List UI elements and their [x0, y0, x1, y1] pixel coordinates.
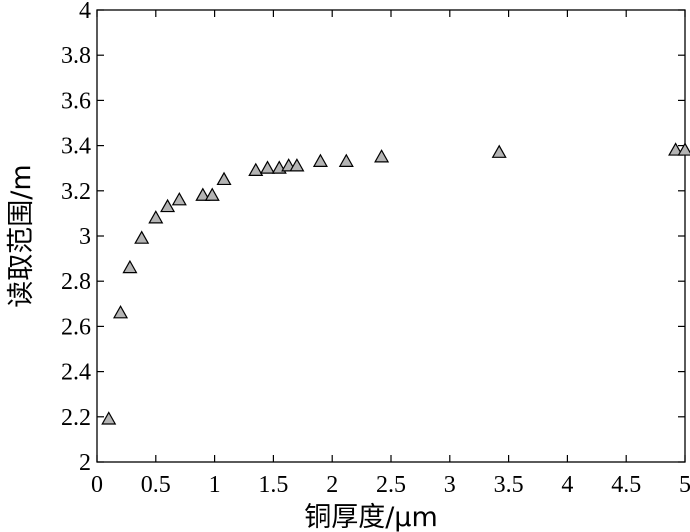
- y-tick-label: 2.6: [61, 314, 91, 340]
- data-point: [112, 305, 129, 319]
- x-tick-label: 1.5: [258, 472, 288, 498]
- data-point: [491, 144, 507, 158]
- x-tick-label: 4: [561, 472, 573, 498]
- x-tick-label: 0: [91, 472, 103, 498]
- y-tick-label: 2.8: [61, 269, 91, 295]
- x-tick-label: 2.5: [376, 472, 406, 498]
- data-point: [101, 411, 117, 425]
- y-tick-label: 3.6: [61, 88, 91, 114]
- data-point: [677, 142, 690, 156]
- x-tick-label: 1: [209, 472, 221, 498]
- data-points: [101, 142, 690, 425]
- data-point: [148, 210, 164, 224]
- data-point: [160, 198, 176, 213]
- data-point: [312, 153, 328, 167]
- data-point: [122, 259, 138, 274]
- data-point: [134, 230, 150, 244]
- x-tick-label: 4.5: [611, 472, 641, 498]
- x-tick-labels: 0 0.5 1 1.5 2 2.5 3 3.5 4 4.5 5: [91, 472, 690, 498]
- x-tick-label: 3.5: [494, 472, 524, 498]
- y-axis-label: 读取范围/m: [6, 164, 37, 307]
- x-tick-label: 2: [326, 472, 338, 498]
- data-point: [171, 192, 187, 206]
- x-tick-label: 3: [444, 472, 456, 498]
- data-point: [289, 158, 305, 172]
- x-axis-label: 铜厚度/μm: [304, 502, 438, 532]
- data-point: [668, 142, 684, 156]
- data-point: [195, 187, 211, 201]
- y-tick-label: 3.4: [61, 134, 91, 160]
- tick-marks: [96, 9, 686, 463]
- y-tick-label: 3: [79, 224, 91, 250]
- y-tick-labels: 2 2.2 2.4 2.6 2.8 3 3.2 3.4 3.6 3.8 4: [61, 0, 91, 476]
- data-point: [248, 162, 264, 177]
- x-tick-label: 5: [679, 472, 690, 498]
- y-tick-label: 3.8: [61, 43, 91, 69]
- y-tick-label: 2: [79, 450, 91, 476]
- y-tick-label: 3.2: [61, 179, 91, 205]
- plot-frame: [96, 9, 686, 463]
- y-tick-label: 2.2: [61, 405, 91, 431]
- x-tick-label: 0.5: [141, 472, 171, 498]
- y-tick-label: 2.4: [61, 360, 91, 386]
- data-point: [216, 171, 232, 186]
- data-point: [259, 160, 276, 174]
- y-tick-label: 4: [79, 0, 91, 24]
- data-point: [338, 153, 354, 167]
- data-point: [374, 149, 390, 163]
- data-point: [204, 187, 220, 201]
